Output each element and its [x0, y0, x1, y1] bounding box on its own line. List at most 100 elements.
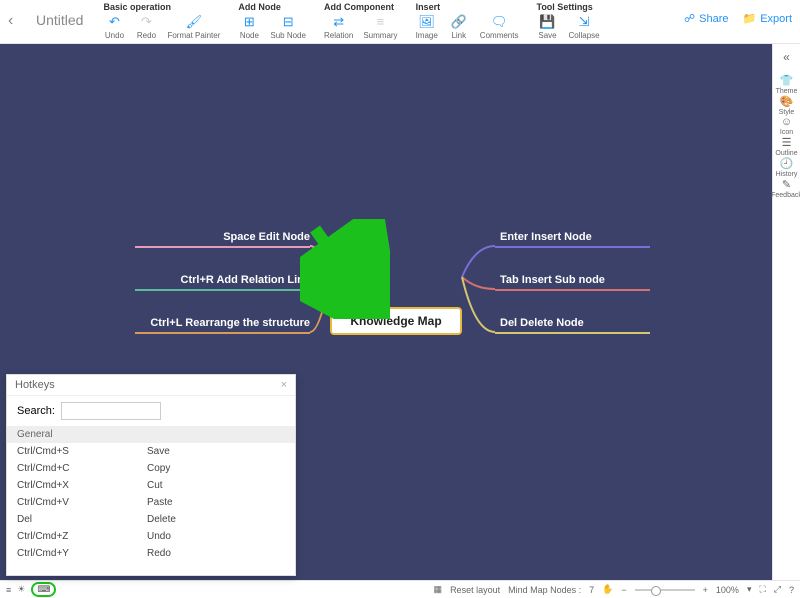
hotkey-action: Delete: [147, 514, 176, 525]
side-style[interactable]: 🎨Style: [771, 95, 800, 116]
hotkeys-section: General: [7, 426, 295, 443]
branch-underline: [495, 246, 650, 248]
toolbar-group-title: Add Node: [238, 2, 306, 12]
hotkeys-search-input[interactable]: [61, 402, 161, 420]
toolbar-item-label: Redo: [137, 31, 156, 40]
toolbar-relation[interactable]: ⇄Relation: [324, 14, 353, 40]
hotkeys-dialog: Hotkeys × Search: General Ctrl/Cmd+SSave…: [6, 374, 296, 576]
toolbar-save[interactable]: 💾 Save: [536, 14, 558, 40]
center-node[interactable]: Knowledge Map: [330, 307, 462, 335]
toolbar-item-label: Relation: [324, 31, 353, 40]
menu-icon[interactable]: ≡: [6, 585, 11, 595]
branch-node[interactable]: Ctrl+R Add Relation Line: [181, 274, 310, 286]
hotkey-key: Del: [17, 514, 147, 525]
side-theme[interactable]: 👕Theme: [771, 74, 800, 95]
toolbar-group: Add Component⇄Relation≡Summary: [324, 0, 398, 40]
close-icon[interactable]: ×: [281, 379, 287, 391]
side-item-label: Outline: [775, 150, 797, 157]
side-outline[interactable]: ☰Outline: [771, 136, 800, 157]
branch-underline: [495, 332, 650, 334]
hotkey-action: Cut: [147, 480, 163, 491]
toolbar-format-painter[interactable]: 🖌Format Painter: [167, 14, 220, 40]
nodes-label: Mind Map Nodes :: [508, 585, 581, 595]
toolbar-item-label: Summary: [363, 31, 397, 40]
top-toolbar: ‹ Untitled Basic operation ↶Undo ↷Redo 🖌For…: [0, 0, 800, 44]
branch-node[interactable]: Tab Insert Sub node: [500, 274, 605, 286]
export-icon: 📁: [743, 12, 757, 25]
side-item-label: History: [776, 171, 798, 178]
hotkey-key: Ctrl/Cmd+S: [17, 446, 147, 457]
toolbar-group: Add Node ⊞Node ⊟Sub Node: [238, 0, 306, 40]
back-button[interactable]: ‹: [8, 0, 28, 30]
hotkeys-title: Hotkeys: [15, 379, 55, 391]
theme-icon: 👕: [780, 74, 794, 87]
help-icon[interactable]: ?: [789, 585, 794, 595]
toolbar-comments[interactable]: 🗨Comments: [480, 14, 519, 40]
hotkey-row: DelDelete: [7, 511, 295, 528]
document-title[interactable]: Untitled: [36, 0, 83, 28]
toolbar-collapse[interactable]: ⇲Collapse: [568, 14, 599, 40]
fullscreen-icon[interactable]: ⤢: [774, 584, 781, 595]
status-bar: ≡ ☀ ⌨ ▦ Reset layout Mind Map Nodes : 7 …: [0, 580, 800, 598]
search-label: Search:: [17, 405, 55, 417]
side-item-label: Feedback: [771, 192, 800, 199]
toolbar-redo[interactable]: ↷Redo: [135, 14, 157, 40]
save-icon: 💾: [539, 14, 555, 29]
branch-node[interactable]: Enter Insert Node: [500, 231, 592, 243]
fit-icon[interactable]: ⛶: [759, 584, 765, 595]
comments-icon: 🗨: [491, 14, 508, 29]
side-panel: « 👕Theme🎨Style☺Icon☰Outline🕘History✎Feed…: [772, 44, 800, 580]
sub-node-icon: ⊟: [283, 14, 294, 29]
zoom-in[interactable]: +: [703, 585, 708, 595]
hotkey-key: Ctrl/Cmd+Y: [17, 548, 147, 559]
side-icon[interactable]: ☺Icon: [771, 116, 800, 136]
outline-icon: ☰: [782, 136, 792, 149]
icon-icon: ☺: [781, 116, 792, 128]
hotkey-key: Ctrl/Cmd+V: [17, 497, 147, 508]
brightness-icon[interactable]: ☀: [17, 584, 25, 595]
hand-icon[interactable]: ✋: [602, 584, 613, 595]
toolbar-group-title: Tool Settings: [536, 2, 599, 12]
toolbar-sub-node[interactable]: ⊟Sub Node: [270, 14, 306, 40]
toolbar-link[interactable]: 🔗Link: [448, 14, 470, 40]
style-icon: 🎨: [780, 95, 794, 108]
hotkey-action: Redo: [147, 548, 171, 559]
zoom-out[interactable]: −: [621, 585, 626, 595]
keyboard-icon[interactable]: ⌨: [31, 582, 56, 597]
branch-node[interactable]: Space Edit Node: [223, 231, 310, 243]
toolbar-item-label: Save: [538, 31, 556, 40]
toolbar-group-title: Basic operation: [103, 2, 220, 12]
collapse-panel-icon[interactable]: «: [783, 50, 790, 64]
hotkey-action: Save: [147, 446, 170, 457]
toolbar-summary[interactable]: ≡Summary: [363, 14, 397, 40]
toolbar-item-label: Image: [416, 31, 438, 40]
export-label: Export: [760, 13, 792, 25]
zoom-value: 100%: [716, 585, 739, 595]
branch-underline: [135, 289, 310, 291]
side-item-label: Icon: [780, 129, 793, 136]
reset-layout[interactable]: Reset layout: [450, 585, 500, 595]
zoom-slider[interactable]: [635, 589, 695, 591]
hotkey-key: Ctrl/Cmd+C: [17, 463, 147, 474]
side-feedback[interactable]: ✎Feedback: [771, 178, 800, 199]
share-icon: ☍: [684, 12, 695, 25]
branch-node[interactable]: Ctrl+L Rearrange the structure: [150, 317, 310, 329]
toolbar-group-title: Insert: [416, 2, 519, 12]
undo-icon: ↶: [109, 14, 120, 29]
toolbar-image[interactable]: 🖼 Image: [416, 14, 438, 40]
share-label: Share: [699, 13, 728, 25]
side-history[interactable]: 🕘History: [771, 157, 800, 178]
image-icon: 🖼: [418, 14, 435, 29]
share-button[interactable]: ☍ Share: [684, 12, 729, 25]
branch-node[interactable]: Del Delete Node: [500, 317, 584, 329]
node-icon: ⊞: [244, 14, 255, 29]
collapse-icon: ⇲: [579, 14, 590, 29]
export-button[interactable]: 📁Export: [743, 12, 793, 25]
toolbar-undo[interactable]: ↶Undo: [103, 14, 125, 40]
toolbar-node[interactable]: ⊞Node: [238, 14, 260, 40]
toolbar-group: Basic operation ↶Undo ↷Redo 🖌Format Painter: [103, 0, 220, 40]
hotkey-row: Ctrl/Cmd+YRedo: [7, 545, 295, 562]
toolbar-group: Insert 🖼 Image 🔗Link 🗨Comments: [416, 0, 519, 40]
side-item-label: Style: [779, 109, 795, 116]
layout-icon[interactable]: ▦: [434, 584, 443, 595]
